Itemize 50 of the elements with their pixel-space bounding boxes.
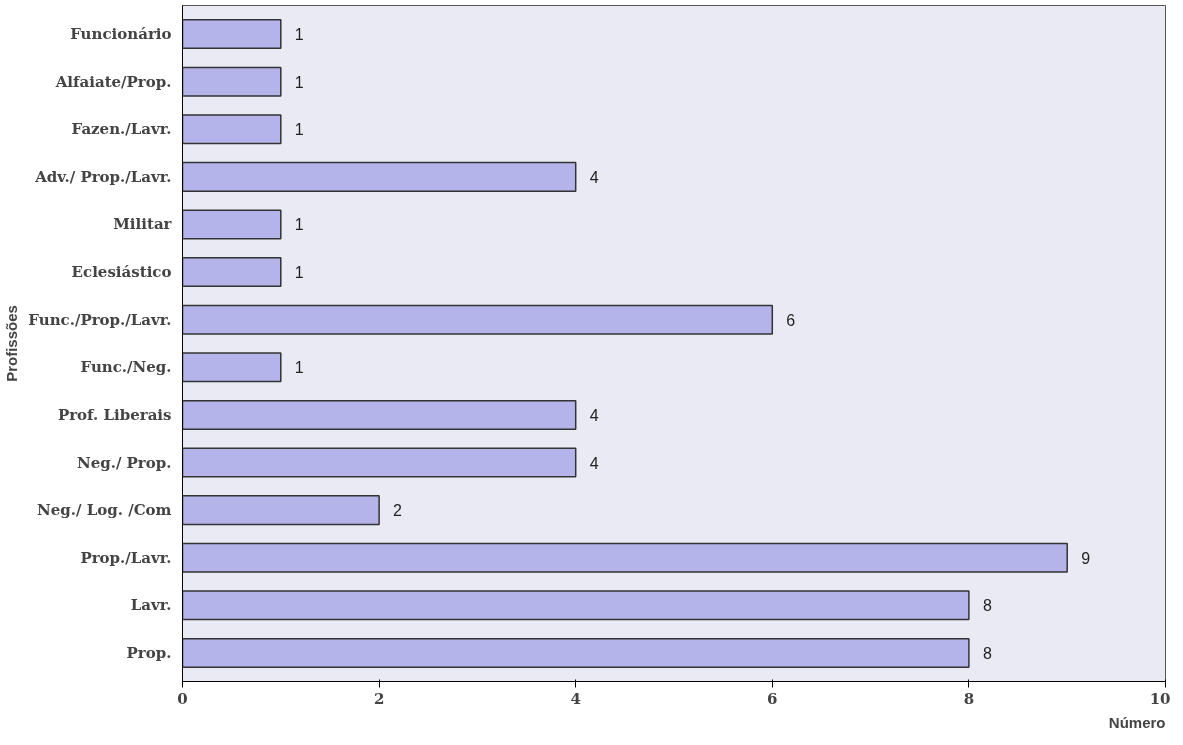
bar bbox=[182, 637, 970, 668]
bar bbox=[182, 352, 282, 383]
data-label: 9 bbox=[1081, 549, 1091, 567]
y-tick-label: Fazen./Lavr. bbox=[71, 120, 172, 139]
bar bbox=[182, 19, 282, 50]
y-tick-label: Militar bbox=[113, 215, 173, 234]
bar bbox=[182, 209, 282, 240]
bar bbox=[182, 590, 970, 621]
data-label: 6 bbox=[786, 311, 796, 329]
y-tick-label: Func./Neg. bbox=[80, 358, 172, 377]
data-label: 4 bbox=[589, 406, 599, 424]
bar bbox=[182, 447, 577, 478]
y-tick-label: Eclesiástico bbox=[71, 263, 172, 282]
bar bbox=[182, 114, 282, 145]
y-tick-label: Prop./Lavr. bbox=[80, 548, 172, 567]
y-tick-label: Adv./ Prop./Lavr. bbox=[34, 167, 172, 186]
x-tick-label: 10 bbox=[1149, 689, 1171, 708]
x-tick-label: 2 bbox=[373, 689, 385, 708]
data-label: 1 bbox=[294, 73, 304, 91]
x-tick-label: 6 bbox=[767, 689, 778, 708]
y-tick-label: Func./Prop./Lavr. bbox=[28, 310, 172, 329]
data-label: 4 bbox=[589, 168, 599, 186]
bar bbox=[182, 304, 774, 335]
y-tick-label: Funcionário bbox=[70, 25, 172, 44]
bar bbox=[182, 399, 577, 430]
data-label: 1 bbox=[294, 264, 304, 282]
data-label: 1 bbox=[294, 216, 304, 234]
y-tick-label: Neg./ Log. /Com bbox=[37, 501, 172, 520]
data-label: 1 bbox=[294, 359, 304, 377]
bar bbox=[182, 66, 282, 97]
data-label: 2 bbox=[393, 502, 403, 520]
data-label: 1 bbox=[294, 26, 304, 44]
data-label: 1 bbox=[294, 121, 304, 139]
y-tick-label: Prop. bbox=[126, 643, 172, 662]
bar bbox=[182, 542, 1068, 573]
y-tick-label: Alfaiate/Prop. bbox=[54, 72, 172, 91]
bar bbox=[182, 161, 577, 192]
bar bbox=[182, 495, 380, 526]
y-tick-label: Lavr. bbox=[130, 596, 172, 615]
x-tick-label: 8 bbox=[963, 689, 975, 708]
x-tick-label: 4 bbox=[570, 689, 581, 708]
y-axis-title: Profissões bbox=[3, 305, 21, 382]
x-tick-label: 0 bbox=[177, 689, 188, 708]
data-label: 8 bbox=[982, 597, 992, 615]
bar bbox=[182, 257, 282, 288]
y-tick-label: Neg./ Prop. bbox=[76, 453, 172, 472]
data-label: 4 bbox=[589, 454, 599, 472]
x-axis-title: Número bbox=[1108, 713, 1166, 731]
y-tick-label: Prof. Liberais bbox=[57, 405, 172, 424]
data-label: 8 bbox=[982, 644, 992, 662]
